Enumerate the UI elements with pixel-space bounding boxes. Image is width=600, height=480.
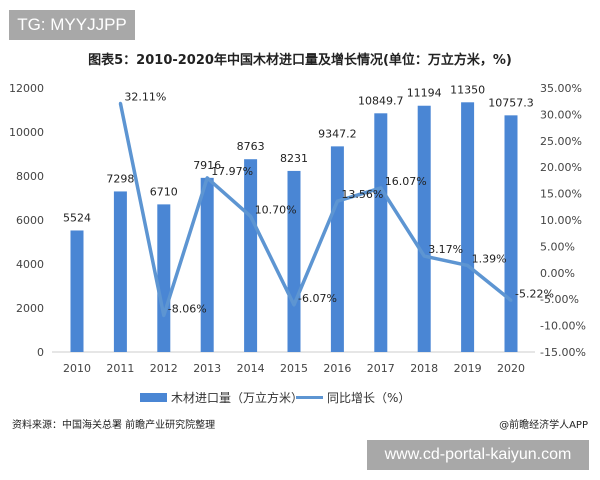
x-tick: 2015	[280, 362, 308, 375]
line-point	[292, 303, 296, 307]
y-right-tick: 10.00%	[540, 214, 582, 227]
y-left-tick: 4000	[16, 258, 44, 271]
x-tick: 2012	[150, 362, 178, 375]
line-point	[205, 176, 209, 180]
bar	[461, 102, 475, 352]
y-right-tick: -10.00%	[540, 320, 586, 333]
line-label: 10.70%	[255, 203, 297, 216]
credit: @前瞻经济学人APP	[499, 420, 588, 431]
y-left-tick: 12000	[9, 82, 44, 95]
line-point	[509, 298, 513, 302]
line-label: -5.22%	[515, 287, 554, 300]
bar	[113, 191, 127, 352]
bar	[200, 177, 214, 352]
bar-label: 7916	[193, 159, 221, 172]
legend-line-swatch	[296, 396, 323, 399]
bar-label: 11194	[407, 87, 442, 100]
y-right-tick: 15.00%	[540, 188, 582, 201]
line-label: 17.97%	[211, 165, 253, 178]
y-right-tick: -5.00%	[540, 293, 579, 306]
bar-label: 10849.7	[358, 94, 404, 107]
x-tick: 2018	[410, 362, 438, 375]
line-label: 3.17%	[428, 243, 463, 256]
bar-label: 10757.3	[488, 96, 534, 109]
y-right-tick: 35.00%	[540, 82, 582, 95]
legend-bar-label: 木材进口量（万立方米）	[171, 391, 304, 405]
line-label: 1.39%	[472, 252, 507, 265]
x-tick: 2017	[367, 362, 395, 375]
bar	[504, 115, 518, 352]
watermark-top: TG: MYYJJPP	[9, 10, 135, 40]
y-right-tick: 20.00%	[540, 161, 582, 174]
line-point	[162, 313, 166, 317]
bar	[157, 204, 171, 352]
line-label: -8.06%	[168, 302, 207, 315]
line-point	[249, 214, 253, 218]
x-tick: 2013	[193, 362, 221, 375]
y-right-tick: 30.00%	[540, 108, 582, 121]
x-tick: 2011	[106, 362, 134, 375]
legend-line-label: 同比增长（%）	[327, 391, 411, 405]
bar-label: 8763	[237, 140, 265, 153]
legend-line: 同比增长（%）	[296, 389, 410, 406]
bar	[330, 146, 344, 352]
y-right-tick: 0.00%	[540, 267, 575, 280]
bar	[374, 113, 388, 352]
bar-label: 7298	[106, 172, 134, 185]
y-right-tick: 5.00%	[540, 240, 575, 253]
source-note: 资料来源：中国海关总署 前瞻产业研究院整理	[12, 420, 216, 431]
bar-label: 8231	[280, 152, 308, 165]
y-left-tick: 6000	[16, 214, 44, 227]
bar	[417, 105, 431, 353]
line-label: 16.07%	[385, 175, 427, 188]
line-point	[422, 254, 426, 258]
watermark-bottom: www.cd-portal-kaiyun.com	[367, 440, 589, 470]
growth-line	[118, 102, 513, 318]
line-point	[335, 199, 339, 203]
y-left-tick: 10000	[9, 126, 44, 139]
x-tick: 2016	[323, 362, 351, 375]
bar-label: 5524	[63, 211, 91, 224]
bar-label: 11350	[450, 83, 485, 96]
bar	[70, 230, 84, 352]
x-tick: 2020	[497, 362, 525, 375]
line-point	[466, 263, 470, 267]
x-tick: 2010	[63, 362, 91, 375]
line-label: 13.56%	[341, 188, 383, 201]
x-tick: 2014	[237, 362, 265, 375]
legend-bar-swatch	[140, 393, 167, 402]
bar	[287, 170, 301, 352]
y-right-tick: -15.00%	[540, 346, 586, 359]
x-tick: 2019	[454, 362, 482, 375]
line-label: -6.07%	[298, 292, 337, 305]
y-right-tick: 25.00%	[540, 135, 582, 148]
y-left-tick: 8000	[16, 170, 44, 183]
legend-bar: 木材进口量（万立方米）	[140, 389, 303, 406]
chart-title: 图表5：2010-2020年中国木材进口量及增长情况(单位：万立方米，%)	[88, 53, 512, 68]
line-point	[118, 101, 122, 105]
bar-label: 6710	[150, 185, 178, 198]
y-left-tick: 2000	[16, 302, 44, 315]
y-left-tick: 0	[37, 346, 44, 359]
bar-label: 9347.2	[318, 127, 357, 140]
bar	[244, 159, 258, 352]
line-point	[379, 186, 383, 190]
line-label: 32.11%	[124, 90, 166, 103]
